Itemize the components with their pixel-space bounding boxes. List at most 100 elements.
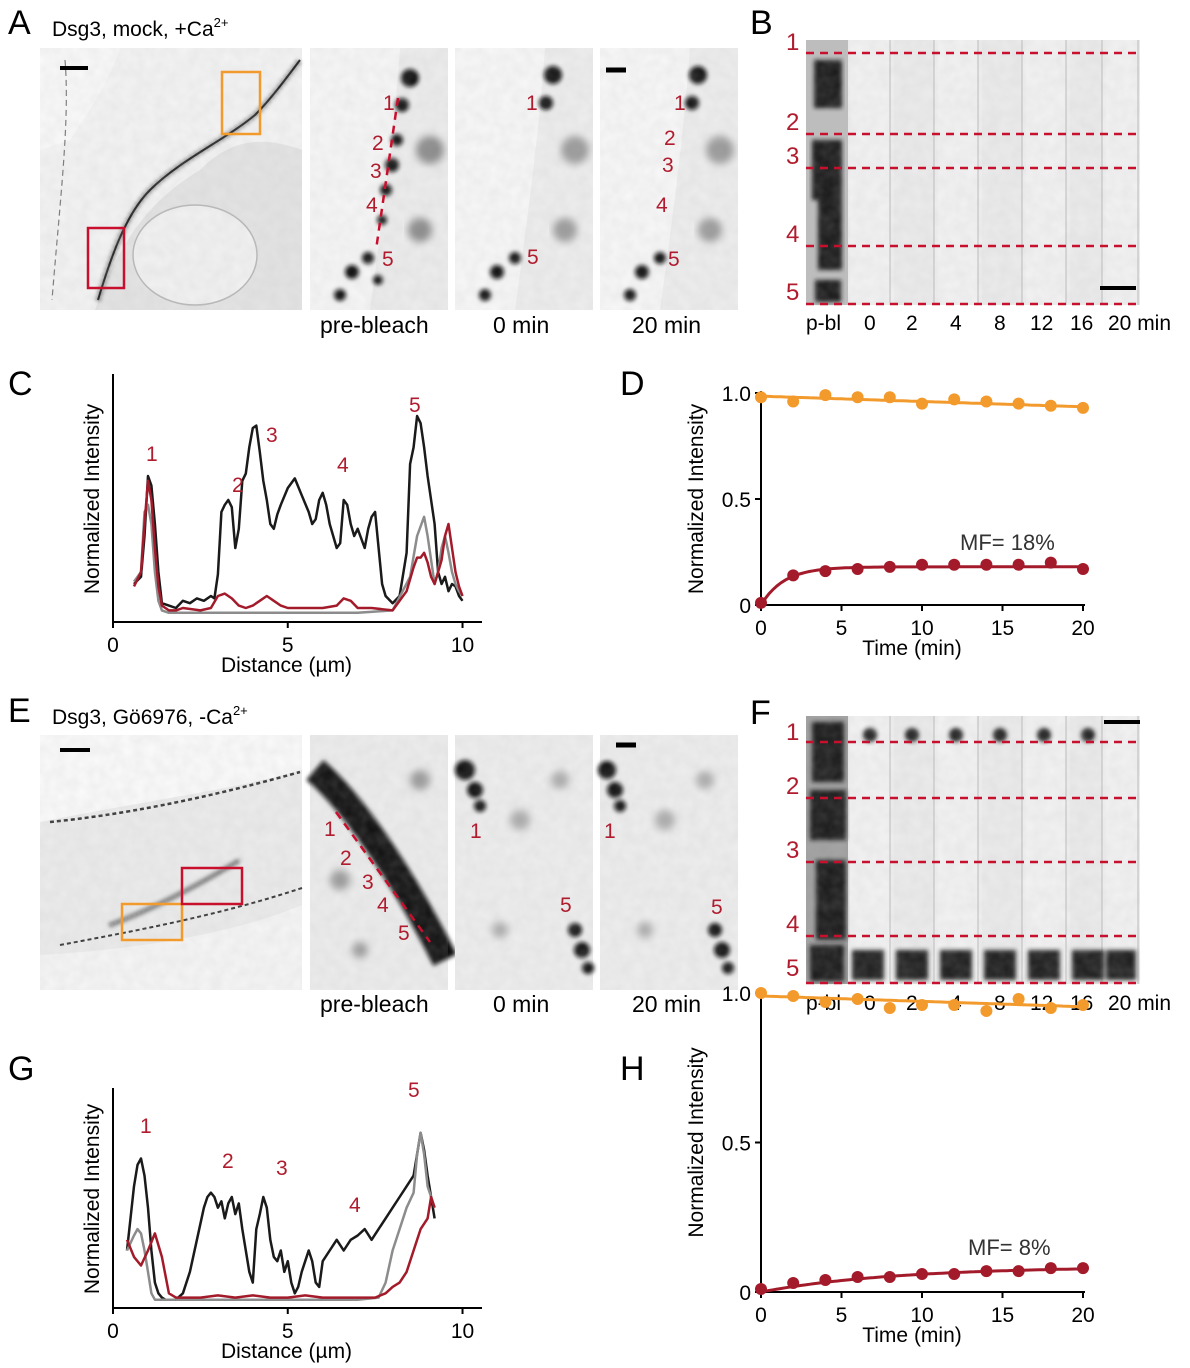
data-point-bleached [948,1268,961,1281]
data-point-bleached [1012,558,1025,571]
roi-label-1: 1 [604,820,616,843]
roi-label-3: 3 [370,160,382,183]
x-axis-label: Distance (µm) [221,1340,352,1363]
roi-label-5: 5 [398,922,410,945]
peak-label-5: 5 [409,394,421,417]
caption-0-min: 0 min [493,991,549,1017]
data-point-bleached [787,1277,800,1290]
roi-label-2: 2 [664,127,676,150]
peak-label-4: 4 [349,1194,361,1217]
data-point-unbleached [819,995,832,1008]
chart-g: 0 5 10 Distance (µm) Normalized Intensity [81,1088,482,1363]
panel-e-20min-image: 1 5 20 min [598,735,738,1017]
data-point-bleached [819,1274,832,1287]
panel-b-kymograph [806,40,1140,306]
time-label: 2 [906,992,918,1015]
red-roi-box [180,866,244,906]
roi-label-5: 5 [382,248,394,271]
panel-a-letter: A [8,4,31,42]
roi-label-2: 2 [786,773,799,800]
line-scan-dash [334,811,432,943]
panel-h-letter: H [620,1050,645,1088]
peak-label-4: 4 [337,454,349,477]
x-tick-label: 10 [910,1304,933,1327]
data-point-bleached [948,558,961,571]
roi-label-3: 3 [786,143,799,170]
caption-20-min: 20 min [632,312,701,338]
series-line-pre-bleach [133,414,464,610]
x-axis-label: Time (min) [862,1324,962,1347]
time-label: 20 min [1108,312,1171,335]
y-axis-label: Normalized Intensity [685,1047,708,1238]
panel-a-overview-image [40,48,302,310]
data-point-unbleached [1044,1001,1057,1014]
x-tick-label: 15 [991,1304,1014,1327]
data-point-bleached [883,560,896,573]
series-line-20-min [125,1195,436,1299]
data-point-unbleached [851,391,864,404]
time-label: 12 [1030,312,1053,335]
roi-label-4: 4 [786,911,799,938]
y-tick-label: 0.5 [722,489,751,512]
roi-label-4: 4 [366,194,378,217]
caption-pre-bleach: pre-bleach [320,312,429,338]
data-point-unbleached [948,998,961,1011]
roi-label-5: 5 [560,894,572,917]
panel-d-letter: D [620,365,645,403]
panel-f: F 1 2 [750,694,1171,1015]
x-tick-label: 10 [910,617,933,640]
panel-e-overview-image [40,735,303,990]
data-point-unbleached [916,998,928,1011]
series-line-20-min [132,479,464,612]
panel-g-letter: G [8,1050,34,1088]
time-label: 4 [950,312,962,335]
data-point-bleached [851,562,864,575]
panel-a: A Dsg3, mock, +Ca2+ [8,4,738,338]
data-point-bleached [1077,562,1089,575]
red-roi-box [86,226,126,290]
panel-a-title: Dsg3, mock, +Ca2+ [52,15,228,41]
data-point-unbleached [1012,397,1025,410]
x-tick-label: 5 [836,1304,848,1327]
peak-label-5: 5 [408,1079,420,1102]
data-point-bleached [1044,1262,1057,1275]
x-tick-label: 5 [282,1320,294,1343]
orange-roi-box [220,70,262,136]
roi-label-1: 1 [470,820,482,843]
roi-label-4: 4 [656,194,668,217]
panel-b-letter: B [750,4,773,42]
time-label: 16 [1070,312,1093,335]
line-scan-dash [374,97,400,251]
x-tick-label: 5 [282,634,294,657]
x-tick-label: 20 [1071,1304,1094,1327]
data-point-unbleached [916,397,928,410]
x-tick-label: 10 [451,1320,474,1343]
data-point-unbleached [755,391,767,404]
data-point-unbleached [1044,399,1057,412]
panel-d: D 0 5 10 15 20 0 0.5 1.0 Time (min) Normalized In… [620,365,1095,660]
x-axis-label: Time (min) [862,637,962,660]
roi-label-4: 4 [786,221,799,248]
panel-a-20min-image: 1 2 3 4 5 20 min [600,48,738,338]
roi-label-2: 2 [786,109,799,136]
data-point-unbleached [1012,992,1025,1005]
data-point-bleached [1012,1265,1025,1278]
data-point-unbleached [980,1004,993,1017]
data-point-bleached [980,558,993,571]
data-point-bleached [883,1271,896,1284]
x-tick-label: 0 [755,617,767,640]
y-tick-label: 1.0 [722,383,751,406]
time-label: 2 [906,312,918,335]
y-tick-label: 1.0 [722,983,751,1006]
roi-label-1: 1 [324,818,336,841]
panel-e: E Dsg3, Gö6976, -Ca2+ 1 2 3 4 5 pre-bl [8,692,738,1017]
data-point-bleached [787,569,800,582]
y-tick-label: 0 [739,1282,751,1305]
peak-label-2: 2 [222,1150,234,1173]
data-point-bleached [1077,1262,1089,1275]
x-tick-label: 15 [991,617,1014,640]
panel-f-kymograph [806,716,1140,985]
panel-b-time-labels: p-bl 0 2 4 8 12 16 20 min [806,312,1171,335]
